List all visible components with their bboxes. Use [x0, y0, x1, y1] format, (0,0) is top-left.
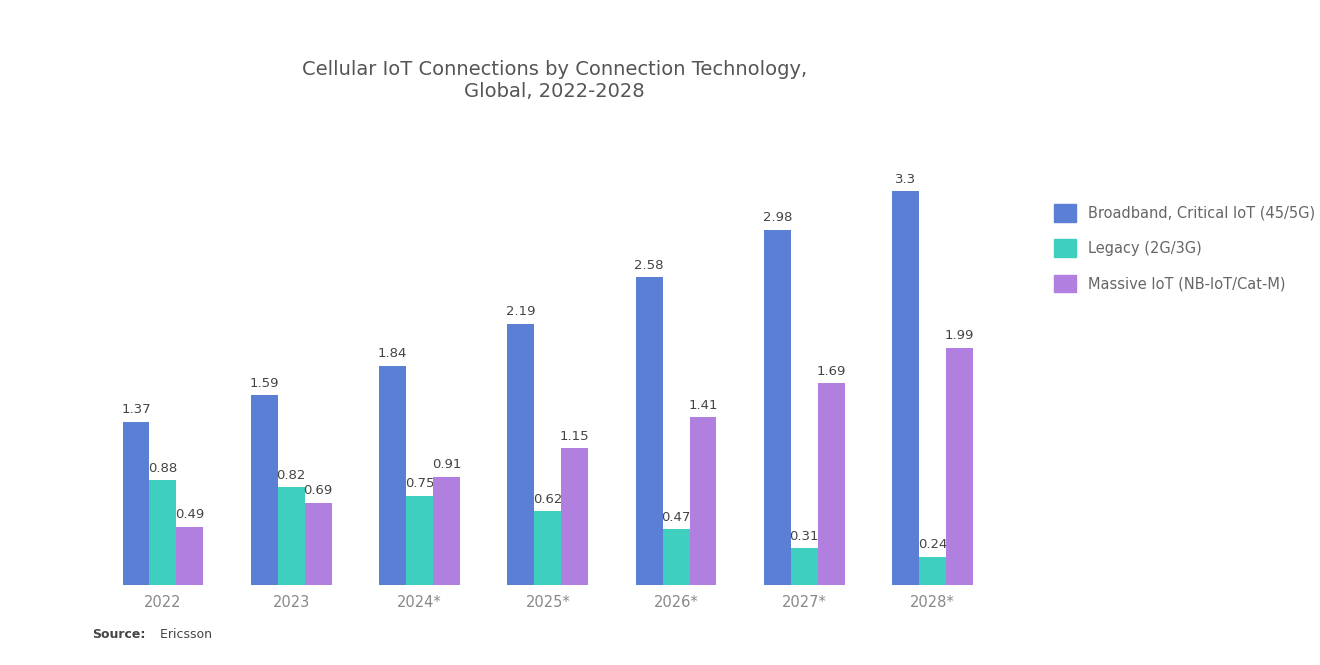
Bar — [818, 384, 845, 585]
Text: 1.15: 1.15 — [560, 430, 590, 443]
Text: 0.31: 0.31 — [789, 530, 820, 543]
Text: Ericsson: Ericsson — [156, 628, 211, 642]
Bar — [636, 277, 663, 585]
Text: 0.69: 0.69 — [304, 485, 333, 497]
Text: 0.62: 0.62 — [533, 493, 562, 506]
Text: 0.49: 0.49 — [176, 508, 205, 521]
Text: 1.84: 1.84 — [378, 347, 408, 360]
Bar — [379, 366, 407, 585]
Bar — [149, 480, 177, 585]
Text: 1.59: 1.59 — [249, 377, 279, 390]
Bar — [946, 348, 973, 585]
Bar — [123, 422, 149, 585]
Text: 1.37: 1.37 — [121, 403, 150, 416]
Text: 0.47: 0.47 — [661, 511, 690, 524]
Bar — [561, 448, 589, 585]
Bar — [177, 527, 203, 585]
Bar — [507, 324, 535, 585]
Text: 2.98: 2.98 — [763, 211, 792, 224]
Bar — [791, 548, 818, 585]
Bar — [764, 229, 791, 585]
Bar — [251, 396, 277, 585]
Legend: Broadband, Critical IoT (45/5G), Legacy (2G/3G), Massive IoT (NB-IoT/Cat-M): Broadband, Critical IoT (45/5G), Legacy … — [1047, 197, 1320, 300]
Text: 0.91: 0.91 — [432, 458, 461, 471]
Text: 0.88: 0.88 — [148, 462, 178, 475]
Text: 2.58: 2.58 — [635, 259, 664, 272]
Text: 2.19: 2.19 — [506, 305, 536, 319]
Bar — [535, 511, 561, 585]
Text: 1.99: 1.99 — [945, 329, 974, 342]
Text: 1.69: 1.69 — [817, 365, 846, 378]
Bar — [663, 529, 689, 585]
Text: Source:: Source: — [92, 628, 145, 642]
Bar — [433, 477, 459, 585]
Bar — [305, 503, 331, 585]
Bar — [277, 487, 305, 585]
Text: 1.41: 1.41 — [688, 398, 718, 412]
Text: 0.75: 0.75 — [405, 477, 434, 490]
Text: Cellular IoT Connections by Connection Technology,
Global, 2022-2028: Cellular IoT Connections by Connection T… — [302, 60, 807, 101]
Bar — [407, 495, 433, 585]
Bar — [919, 557, 946, 585]
Text: 3.3: 3.3 — [895, 173, 916, 186]
Bar — [689, 417, 717, 585]
Text: 0.24: 0.24 — [917, 538, 948, 551]
Text: 0.82: 0.82 — [277, 469, 306, 482]
Bar — [892, 192, 919, 585]
